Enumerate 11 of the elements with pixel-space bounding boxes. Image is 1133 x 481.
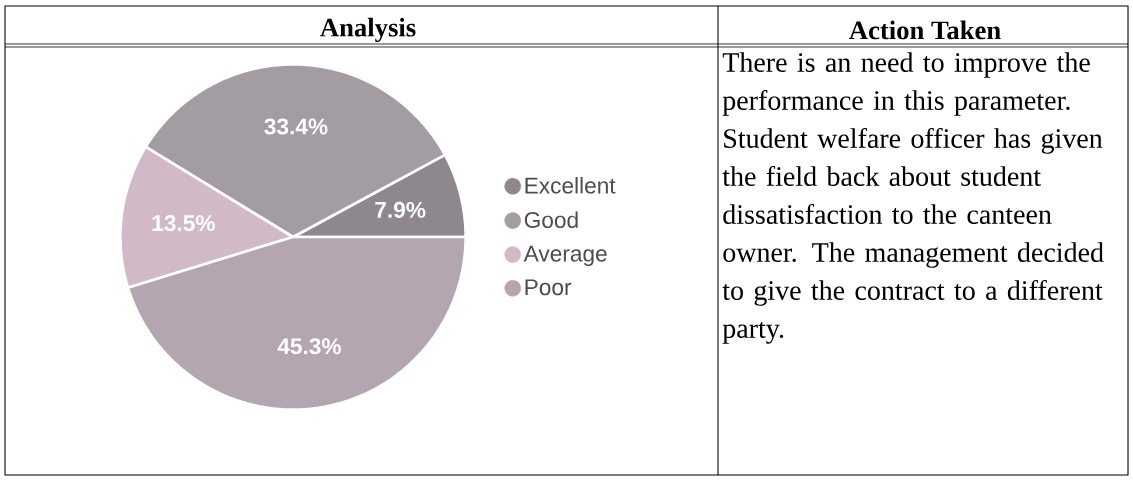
legend-label: Average xyxy=(523,245,607,267)
legend-label: Poor xyxy=(525,279,572,296)
data-label: 45.3% xyxy=(277,338,341,355)
text: Action Taken xyxy=(849,20,1001,40)
data-label: 13.5% xyxy=(152,215,215,232)
legend-label: Excellent xyxy=(525,176,616,194)
chart-title: Analysis xyxy=(320,17,416,43)
text: There is an need to improve the performance in this parameter. Student welfare officer has given the field back about student dissatisfaction to the canteen owner. The management decided to give the contract to a different party. xyxy=(722,52,1104,344)
data-label: 33.4% xyxy=(264,118,328,135)
legend-label: Good xyxy=(524,211,578,229)
data-label: 7.9% xyxy=(375,201,426,218)
